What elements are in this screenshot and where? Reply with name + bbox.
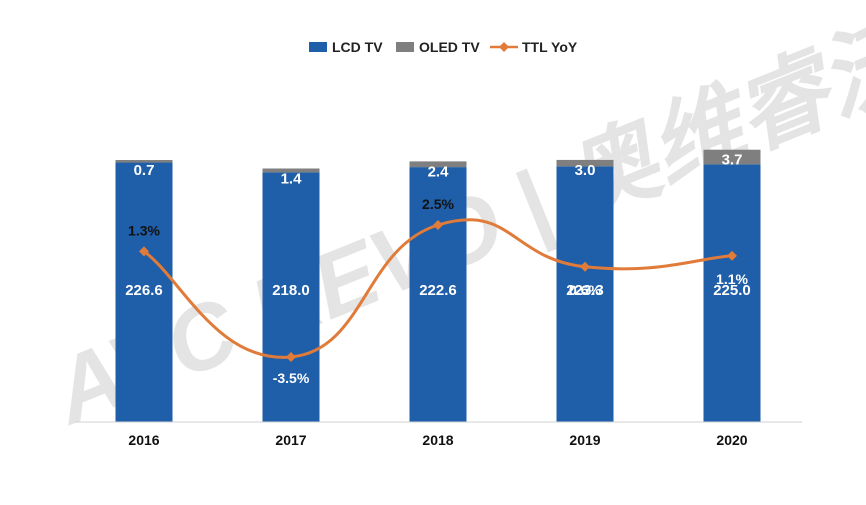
yoy-marker-2018: [433, 220, 443, 230]
bar-lcd-2017: [262, 172, 320, 422]
yoy-line: [143, 218, 733, 359]
lcd-value-label: 226.6: [125, 282, 163, 299]
legend-lcd-swatch: [309, 42, 327, 52]
bars: [115, 149, 761, 422]
oled-value-label: 3.0: [575, 162, 596, 179]
oled-value-label: 3.7: [722, 152, 743, 169]
lcd-value-label: 222.6: [419, 282, 457, 299]
oled-value-label: 0.7: [134, 162, 155, 179]
lcd-value-label: 225.0: [713, 282, 751, 299]
legend-lcd-label: LCD TV: [332, 39, 383, 55]
legend: LCD TV OLED TV TTL YoY: [309, 39, 578, 55]
legend-yoy-marker: [499, 42, 509, 52]
yoy-marker-2017: [286, 352, 296, 362]
lcd-value-label: 218.0: [272, 282, 310, 299]
yoy-marker-2019: [580, 261, 590, 272]
yoy-marker-2020: [727, 250, 737, 261]
bar-oled-2020: [703, 149, 761, 165]
bar-oled-2017: [262, 168, 320, 173]
x-tick-label: 2020: [716, 432, 747, 448]
yoy-value-label: 2.5%: [422, 196, 454, 212]
bar-oled-2018: [409, 161, 467, 168]
x-tick-label: 2016: [128, 432, 159, 448]
bar-lcd-2020: [703, 164, 761, 422]
yoy-value-label: 1.1%: [716, 271, 748, 287]
legend-oled-swatch: [396, 42, 414, 52]
bar-labels: 226.6 0.7 218.0 1.4 222.6 2.4 223.3 3.0 225.0 3.7: [125, 152, 751, 299]
oled-value-label: 2.4: [428, 163, 450, 180]
yoy-series: 1.3% -3.5% 2.5% 0.6% 1.1%: [128, 196, 748, 386]
bar-lcd-2019: [556, 166, 614, 422]
yoy-value-label: 1.3%: [128, 222, 160, 238]
yoy-marker-2016: [139, 246, 149, 257]
bar-oled-2019: [556, 159, 614, 167]
legend-yoy-label: TTL YoY: [522, 39, 578, 55]
bar-oled-2016: [115, 160, 173, 163]
bar-lcd-2016: [115, 162, 173, 422]
x-tick-label: 2019: [569, 432, 600, 448]
yoy-value-label: 0.6%: [569, 282, 601, 298]
bar-lcd-2018: [409, 167, 467, 422]
x-tick-label: 2017: [275, 432, 306, 448]
oled-value-label: 1.4: [281, 170, 303, 187]
lcd-value-label: 223.3: [566, 282, 604, 299]
x-tick-label: 2018: [422, 432, 453, 448]
yoy-value-label: -3.5%: [273, 370, 310, 386]
legend-oled-label: OLED TV: [419, 39, 480, 55]
x-axis-ticks: 2016 2017 2018 2019 2020: [128, 432, 747, 448]
